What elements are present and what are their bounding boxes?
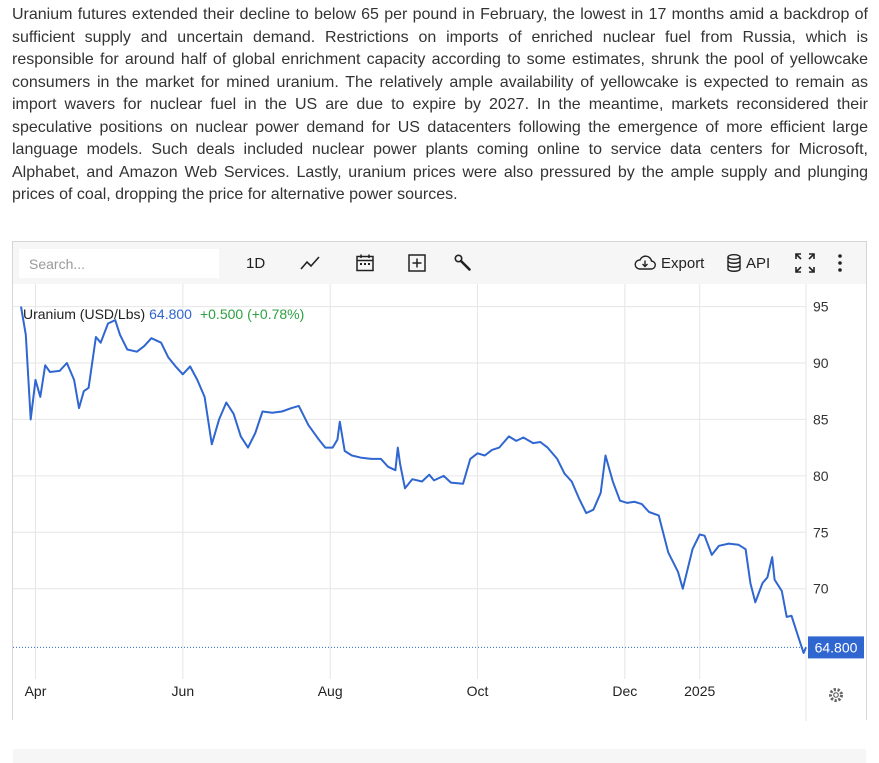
chart-legend: Uranium (USD/Lbs) 64.800 +0.500 (+0.78%)	[23, 306, 304, 322]
indicators-button[interactable]	[453, 250, 473, 276]
fullscreen-button[interactable]	[794, 250, 816, 276]
more-button[interactable]	[837, 250, 843, 276]
compare-button[interactable]	[407, 250, 427, 276]
legend-last-value: 64.800	[149, 306, 192, 322]
x-tick-label: Aug	[318, 683, 343, 699]
database-icon	[727, 254, 741, 272]
legend-series-name: Uranium (USD/Lbs)	[23, 306, 146, 322]
interval-label: 1D	[246, 254, 266, 272]
y-tick-label: 90	[813, 355, 829, 371]
date-range-button[interactable]	[355, 250, 375, 276]
y-tick-label: 70	[813, 581, 829, 597]
calendar-icon	[356, 254, 374, 272]
api-label: API	[746, 254, 771, 272]
y-tick-label: 85	[813, 411, 829, 427]
export-button[interactable]: Export	[633, 250, 704, 276]
price-chart[interactable]: Apr Jun Aug Oct Dec 2025 95 90 85 80 75 70 64.800	[13, 284, 866, 721]
chart-footer	[13, 749, 866, 763]
last-price-label: 64.800	[815, 639, 858, 655]
article-text: Uranium futures extended their decline t…	[12, 6, 868, 203]
line-chart-icon	[300, 256, 320, 270]
search-input[interactable]	[19, 249, 219, 278]
last-price-tag	[808, 636, 864, 659]
chart-type-button[interactable]	[299, 250, 321, 276]
y-tick-label: 75	[813, 524, 829, 540]
wrench-icon	[454, 254, 471, 271]
x-tick-label: 2025	[684, 683, 715, 699]
x-tick-label: Jun	[172, 683, 195, 699]
chart-toolbar: 1D	[13, 242, 866, 284]
interval-button[interactable]: 1D	[246, 250, 265, 276]
x-tick-label: Apr	[25, 683, 47, 699]
gear-icon	[829, 688, 843, 702]
more-vertical-icon	[838, 254, 842, 272]
y-tick-label: 95	[813, 299, 829, 315]
fullscreen-icon	[795, 253, 815, 273]
export-label: Export	[661, 254, 705, 272]
chart-area: Apr Jun Aug Oct Dec 2025 95 90 85 80 75 70 64.800 …	[13, 284, 866, 763]
x-tick-label: Dec	[612, 683, 637, 699]
api-button[interactable]: API	[726, 250, 770, 276]
legend-change: +0.500 (+0.78%)	[199, 306, 305, 322]
chart-widget: 1D	[12, 241, 867, 763]
settings-button[interactable]	[829, 688, 843, 702]
add-box-icon	[408, 254, 426, 272]
price-line	[20, 306, 807, 654]
x-tick-label: Oct	[467, 683, 489, 699]
cloud-download-icon	[634, 255, 656, 270]
y-tick-label: 80	[813, 468, 829, 484]
